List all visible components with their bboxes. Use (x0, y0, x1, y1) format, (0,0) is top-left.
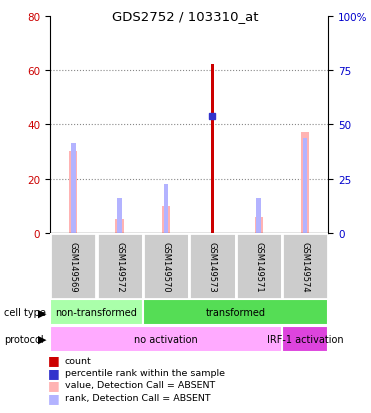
Bar (301, 133, 309, 233)
Text: GSM149570: GSM149570 (161, 241, 171, 292)
Bar (162, 206, 170, 233)
Bar (96, 233, 143, 299)
Text: transformed: transformed (206, 307, 266, 318)
Bar (115, 220, 124, 233)
Bar (69, 152, 78, 233)
Text: GSM149569: GSM149569 (69, 241, 78, 292)
Text: GDS2752 / 103310_at: GDS2752 / 103310_at (112, 10, 259, 23)
Text: IRF-1 activation: IRF-1 activation (267, 334, 344, 344)
Text: GSM149572: GSM149572 (115, 241, 124, 292)
Bar (282, 326, 328, 352)
Text: no activation: no activation (134, 334, 198, 344)
Bar (236, 233, 282, 299)
Bar (50, 299, 143, 325)
Bar (255, 217, 263, 233)
Text: cell type: cell type (4, 307, 46, 318)
Bar (71, 144, 76, 233)
Text: non-transformed: non-transformed (56, 307, 137, 318)
Text: percentile rank within the sample: percentile rank within the sample (65, 368, 225, 377)
Bar (117, 198, 122, 233)
Bar (256, 198, 261, 233)
Bar (282, 233, 328, 299)
Bar (50, 326, 282, 352)
Text: value, Detection Call = ABSENT: value, Detection Call = ABSENT (65, 380, 215, 389)
Text: ▶: ▶ (39, 334, 47, 344)
Text: ▶: ▶ (39, 307, 47, 318)
Text: GSM149574: GSM149574 (301, 241, 310, 292)
Text: ■: ■ (48, 366, 60, 379)
Text: ■: ■ (48, 391, 60, 404)
Bar (164, 185, 168, 233)
Bar (211, 65, 214, 233)
Text: ■: ■ (48, 378, 60, 392)
Text: rank, Detection Call = ABSENT: rank, Detection Call = ABSENT (65, 393, 211, 402)
Bar (189, 233, 236, 299)
Bar (143, 299, 328, 325)
Text: protocol: protocol (4, 334, 43, 344)
Text: count: count (65, 356, 92, 365)
Text: GSM149573: GSM149573 (208, 241, 217, 292)
Bar (143, 233, 189, 299)
Bar (303, 138, 308, 233)
Text: ■: ■ (48, 354, 60, 367)
Bar (50, 233, 96, 299)
Text: GSM149571: GSM149571 (254, 241, 263, 292)
